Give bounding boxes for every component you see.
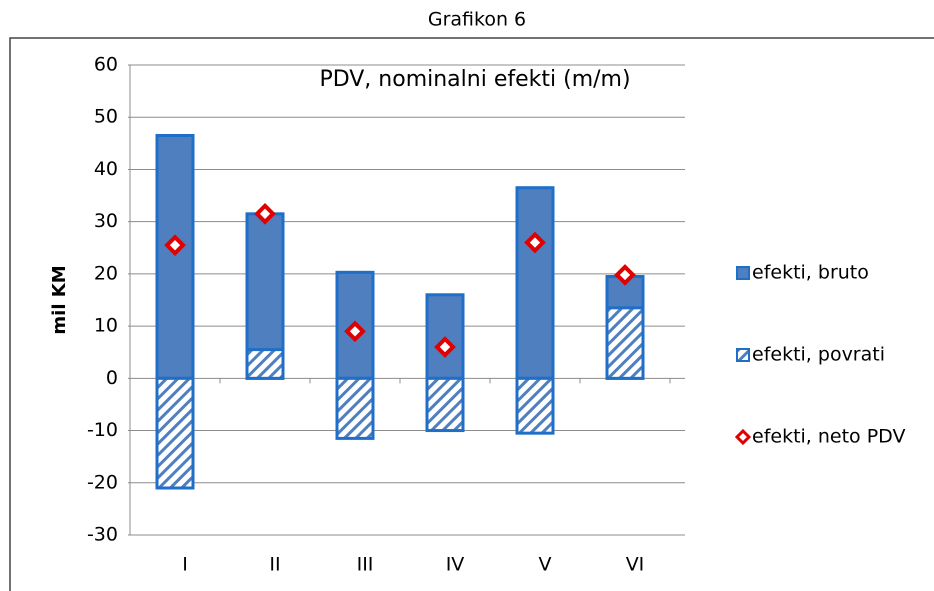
x-tick-label: IV [446,554,465,576]
y-tick-label: 20 [94,262,118,284]
marker [344,320,366,343]
x-tick-label: II [269,554,280,576]
chart-title: Grafikon 6 [428,9,526,31]
marker [614,264,636,286]
legend-swatch [734,428,752,446]
legend-label: efekti, neto PDV [752,426,905,448]
bar [155,134,195,380]
x-tick-label: VI [626,554,645,576]
marker [524,231,546,254]
marker [254,203,276,225]
marker [434,336,456,358]
y-tick-label: -30 [87,524,118,546]
y-tick-label: -20 [87,471,118,493]
bar [425,376,465,433]
legend-swatch [736,348,750,362]
chart-frame [9,37,934,591]
annotation: PDV, nominalni efekti (m/m) [319,67,630,92]
x-tick-label: III [357,554,374,576]
y-tick-label: 50 [94,106,118,128]
bar [515,186,555,380]
legend-swatch [736,266,750,280]
y-tick-label: 40 [94,158,118,180]
y-axis-label: mil KM [49,265,70,334]
x-tick-label: I [182,554,188,576]
bar [335,376,375,440]
y-tick-label: 10 [94,315,118,337]
x-tick-label: V [539,554,552,576]
legend-label: efekti, povrati [752,344,885,366]
bar [605,306,645,380]
bar [245,348,285,380]
bar [155,376,195,490]
y-tick-label: 60 [94,54,118,76]
marker [164,234,186,256]
y-tick-label: 0 [106,367,118,389]
y-tick-label: 30 [94,210,118,232]
legend-label: efekti, bruto [752,262,869,284]
bar [515,376,555,435]
y-tick-label: -10 [87,419,118,441]
